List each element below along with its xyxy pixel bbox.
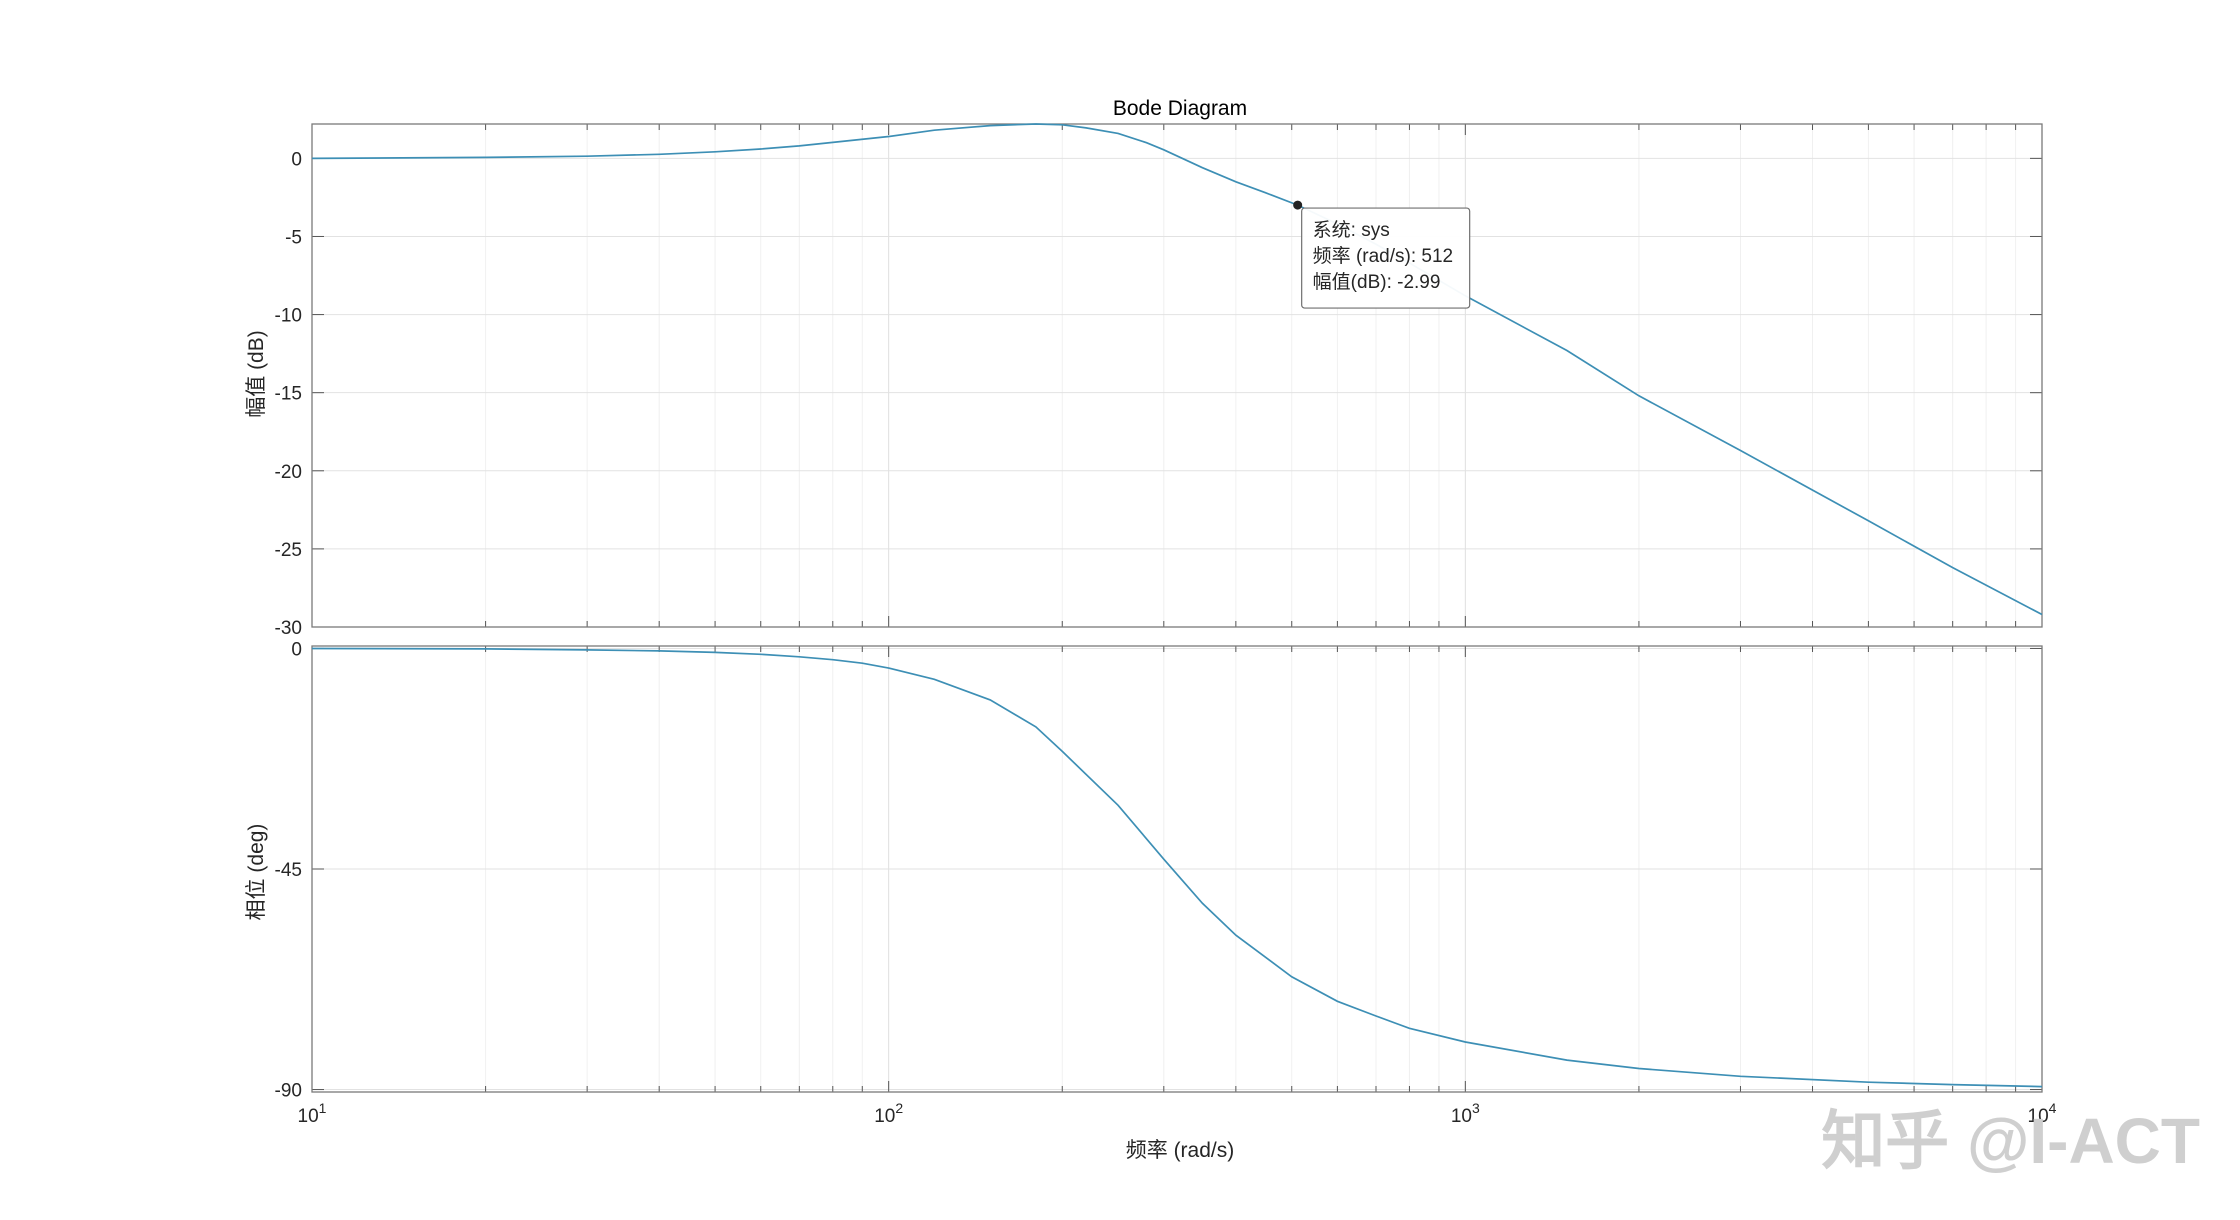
x-tick-label: 102 xyxy=(874,1100,903,1127)
frequency-axis: 101 102 103 104 xyxy=(298,1100,2057,1127)
y-tick-label: -20 xyxy=(275,462,302,483)
magnitude-axes-box xyxy=(311,123,2043,628)
x-tick-label: 103 xyxy=(1451,1100,1480,1127)
y-tick-label: -90 xyxy=(275,1081,302,1102)
datatip-line: 幅值(dB): -2.99 xyxy=(1313,271,1441,293)
y-tick-label: -30 xyxy=(275,618,302,639)
y-tick-label: 0 xyxy=(291,149,302,170)
phase-axes-box xyxy=(311,645,2043,1093)
y-tick-label: 0 xyxy=(291,639,302,660)
phase-plot: 0 -45 -90 xyxy=(275,639,2043,1102)
y-tick-label: -5 xyxy=(285,227,302,248)
datatip[interactable]: 系统: sys 频率 (rad/s): 512 幅值(dB): -2.99 xyxy=(1293,200,1471,309)
y-tick-label: -10 xyxy=(275,306,302,327)
phase-y-axis-label: 相位 (deg) xyxy=(245,824,268,921)
magnitude-y-axis-label: 幅值 (dB) xyxy=(245,330,268,418)
x-tick-label: 101 xyxy=(298,1100,327,1127)
magnitude-plot-area xyxy=(312,124,2042,627)
datatip-line: 系统: sys xyxy=(1313,219,1390,241)
magnitude-series-line xyxy=(311,123,2043,616)
magnitude-plot: 0 -5 -10 -15 -20 -25 -30 xyxy=(275,123,2043,639)
datatip-marker xyxy=(1293,200,1303,210)
datatip-box xyxy=(1301,207,1471,309)
y-tick-label: -25 xyxy=(275,540,302,561)
y-tick-label: -45 xyxy=(275,860,302,881)
x-axis-label: 频率 (rad/s) xyxy=(1126,1139,1235,1162)
datatip-line: 频率 (rad/s): 512 xyxy=(1313,245,1453,267)
watermark: 知乎 @I-ACT xyxy=(1821,1105,2200,1177)
y-tick-label: -15 xyxy=(275,384,302,405)
x-tick-label: 104 xyxy=(2028,1100,2057,1127)
chart-title: Bode Diagram xyxy=(1113,97,1247,120)
phase-series-line xyxy=(311,647,2043,1088)
